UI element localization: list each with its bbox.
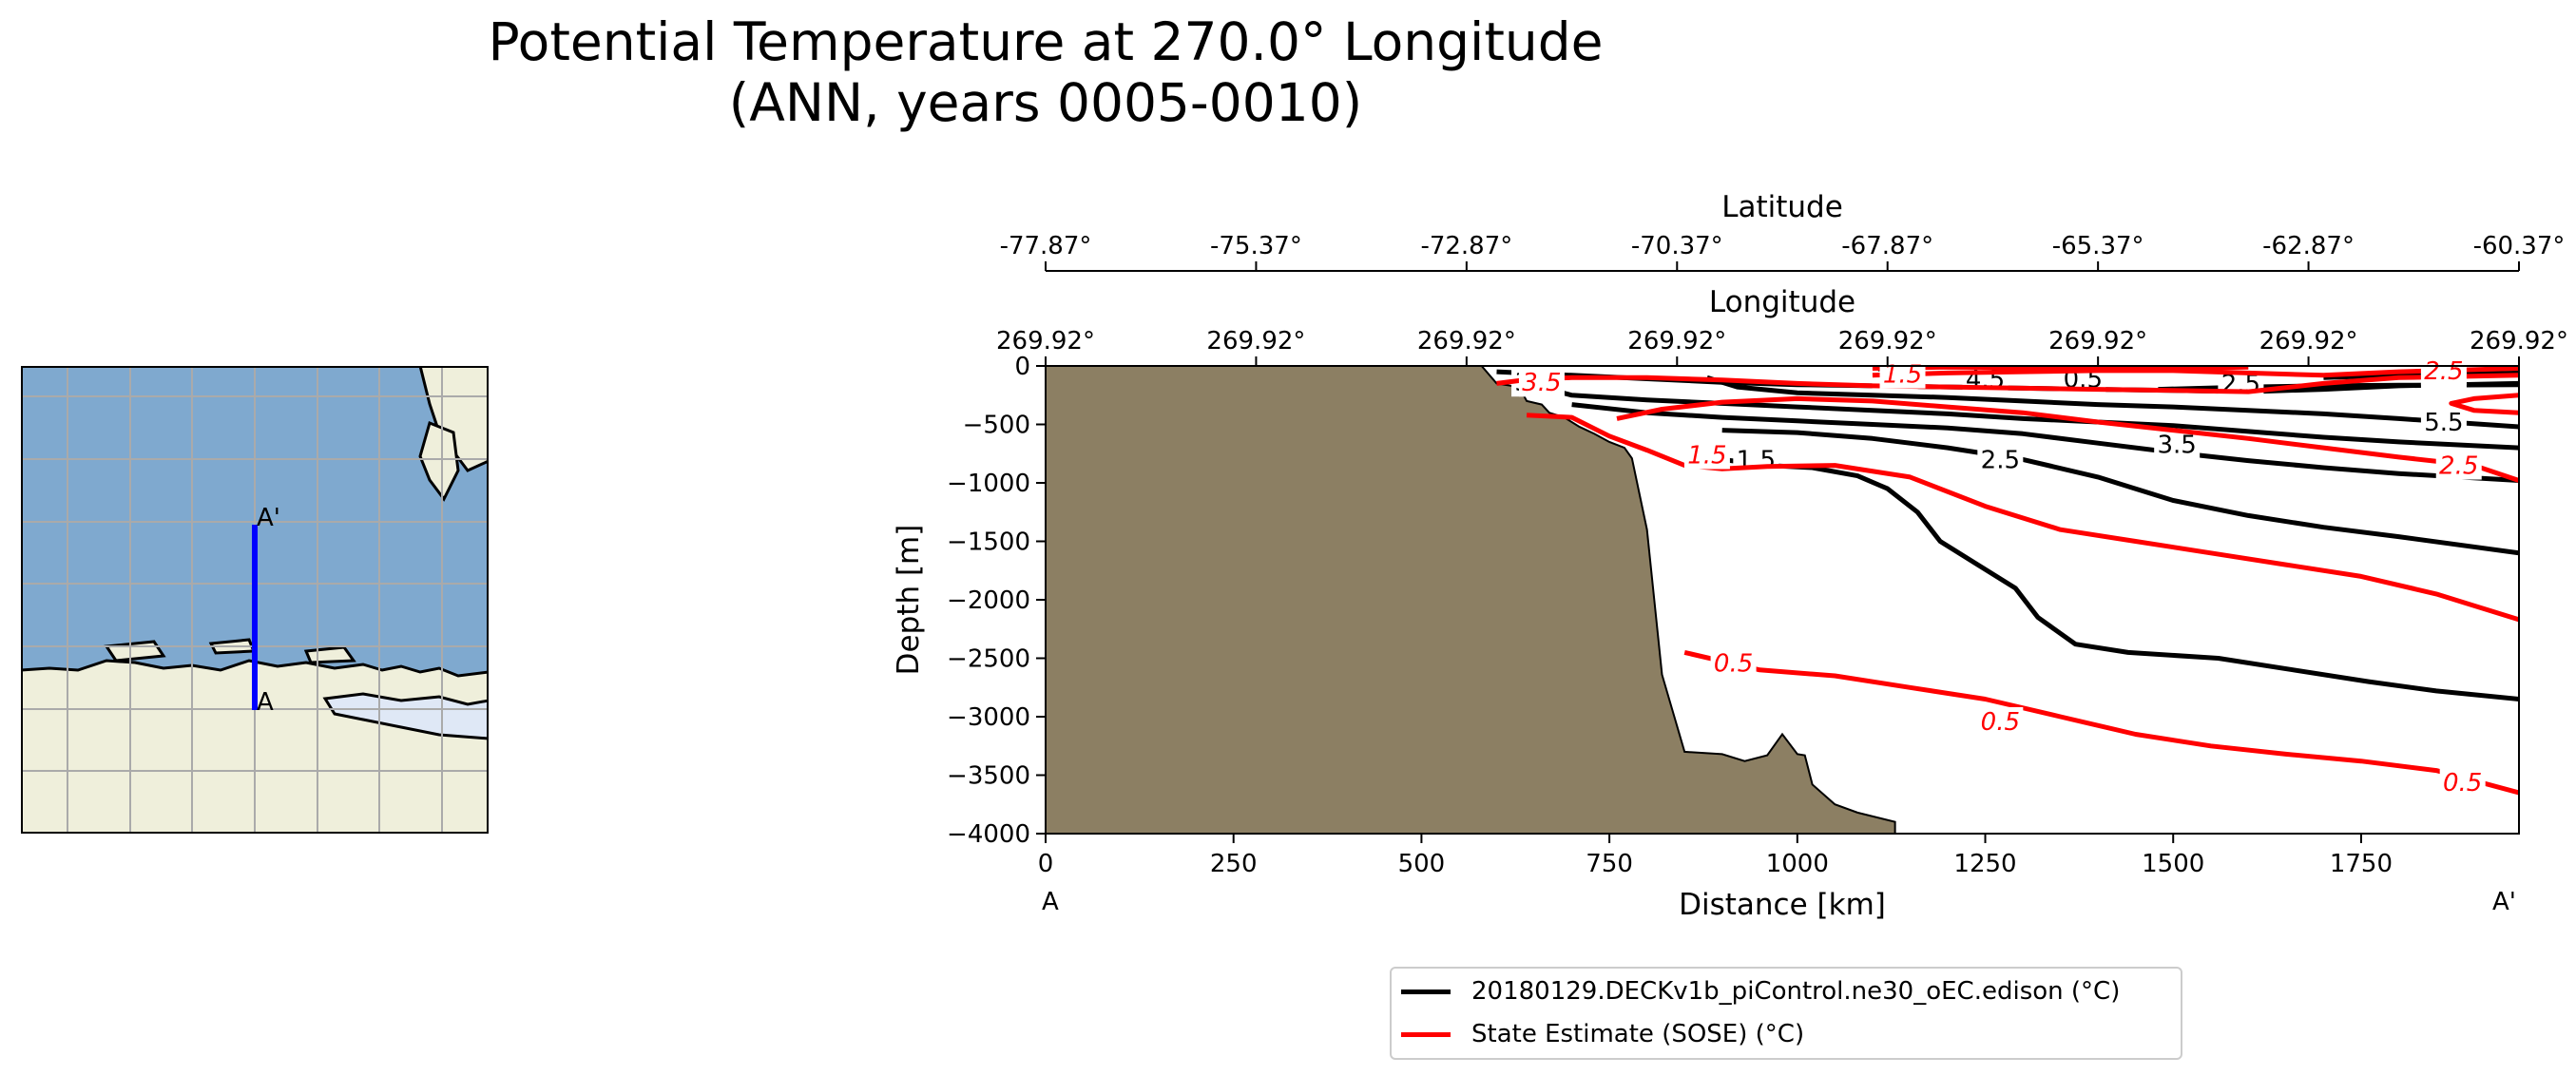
contour-line-obs-4 (1496, 373, 2519, 394)
legend: 20180129.DECKv1b_piControl.ne30_oEC.edis… (1390, 967, 2182, 1060)
legend-swatch-model (1401, 989, 1451, 994)
y-tick-label: −4000 (947, 820, 1030, 849)
inset-map: A' A (21, 366, 489, 834)
y-tick-label: −3000 (947, 703, 1030, 732)
latitude-tick-label: -70.37° (1631, 232, 1723, 260)
latitude-tick-label: -67.87° (1841, 232, 1933, 260)
longitude-tick-label: 269.92° (2259, 327, 2358, 355)
figure-title: Potential Temperature at 270.0° Longitud… (488, 11, 1604, 133)
x-tick-label: 1000 (1766, 850, 1829, 878)
contour-label-model-2: 2.5 (1981, 446, 2020, 474)
y-tick-label: −1000 (947, 470, 1030, 498)
y-tick-label: −3500 (947, 762, 1030, 791)
contour-label-model-3: 3.5 (2157, 431, 2196, 459)
contour-line-obs-2 (1616, 395, 2519, 483)
x-axis-label: Distance [km] (1679, 888, 1886, 922)
latitude-tick-label: -72.87° (1420, 232, 1512, 260)
transect-start-label: A (257, 688, 274, 717)
latitude-tick-label: -77.87° (1000, 232, 1092, 260)
contour-label-obs-1: 0.5 (1981, 708, 2020, 737)
longitude-tick-label: 269.92° (1206, 327, 1305, 355)
contour-line-model-1 (1691, 451, 2519, 701)
y-tick-label: −2000 (947, 586, 1030, 615)
longitude-tick-label: 269.92° (2048, 327, 2147, 355)
contour-line-model-5 (1706, 375, 2519, 430)
contour-label-obs-3: 1.5 (1687, 441, 1726, 470)
transect-end-label: A' (257, 504, 280, 532)
legend-label-model: 20180129.DECKv1b_piControl.ne30_oEC.edis… (1471, 977, 2121, 1006)
y-tick-label: −2500 (947, 645, 1030, 674)
contour-label-bg (2435, 451, 2482, 480)
contour-label-bg (1710, 648, 1757, 678)
section-end-label: A' (2492, 888, 2516, 916)
contour-label-obs-0: 0.5 (1714, 649, 1753, 678)
longitude-tick-label: 269.92° (996, 327, 1095, 355)
x-tick-label: 750 (1586, 850, 1633, 878)
bathymetry-fill (1046, 366, 1896, 834)
contour-label-model-1: 1.5 (1737, 446, 1776, 474)
map-peninsula-land (418, 366, 489, 472)
contour-label-model-5: 5.5 (2424, 409, 2463, 437)
contour-label-obs-2: 0.5 (2443, 769, 2482, 797)
map-ice-shelf (322, 692, 489, 740)
y-tick-label: −1500 (947, 528, 1030, 557)
latitude-tick-label: -65.37° (2052, 232, 2144, 260)
contour-line-obs-3 (2449, 393, 2519, 415)
latitude-tick-label: -60.37° (2473, 232, 2566, 260)
contour-line-model-2 (1721, 428, 2519, 556)
legend-item-model: 20180129.DECKv1b_piControl.ne30_oEC.edis… (1401, 972, 2120, 1010)
contour-label-bg (2154, 430, 2201, 459)
contour-line-obs-6 (1872, 366, 2249, 372)
section-start-label: A (1042, 888, 1059, 916)
contour-line-model-4 (1526, 380, 2519, 451)
contour-line-obs-0 (1683, 649, 2519, 796)
x-tick-label: 0 (1038, 850, 1054, 878)
latitude-tick-label: -75.37° (1210, 232, 1302, 260)
latitude-tick-label: -62.87° (2262, 232, 2355, 260)
longitude-axis-label: Longitude (1709, 285, 1855, 319)
legend-label-obs: State Estimate (SOSE) (°C) (1471, 1020, 1805, 1048)
contour-label-obs-7: 2.5 (2424, 357, 2463, 386)
section-chart: 0.51.52.53.54.55.52.52.53.51.50.50.50.51… (892, 190, 2568, 922)
contour-label-bg (2420, 408, 2467, 437)
latitude-axis-label: Latitude (1721, 190, 1843, 224)
map-frame (21, 366, 489, 834)
contour-label-obs-4: 2.5 (2439, 452, 2478, 481)
contour-label-bg (1977, 706, 2024, 736)
y-axis-label: Depth [m] (892, 525, 926, 676)
legend-swatch-obs (1401, 1031, 1451, 1037)
y-tick-label: −500 (963, 412, 1030, 440)
contour-label-bg (2420, 355, 2467, 385)
longitude-tick-label: 269.92° (1627, 327, 1726, 355)
contour-line-model-3 (1571, 402, 2519, 483)
x-tick-label: 500 (1398, 850, 1446, 878)
x-tick-label: 250 (1210, 850, 1258, 878)
contour-label-obs-5: 3.5 (1522, 369, 1561, 397)
longitude-tick-label: 269.92° (1417, 327, 1516, 355)
contour-label-bg (1683, 440, 1730, 470)
longitude-tick-label: 269.92° (2470, 327, 2568, 355)
y-tick-label: 0 (1014, 353, 1030, 381)
x-tick-label: 1500 (2142, 850, 2204, 878)
longitude-tick-label: 269.92° (1838, 327, 1937, 355)
map-islands (104, 420, 460, 664)
contour-line-obs-1 (1526, 413, 2519, 623)
x-tick-label: 1250 (1953, 850, 2016, 878)
contour-label-bg (1518, 368, 1565, 397)
legend-item-obs: State Estimate (SOSE) (°C) (1401, 1015, 1804, 1053)
contour-label-bg (1977, 445, 2024, 474)
contour-label-bg (2439, 767, 2486, 797)
x-tick-label: 1750 (2330, 850, 2393, 878)
